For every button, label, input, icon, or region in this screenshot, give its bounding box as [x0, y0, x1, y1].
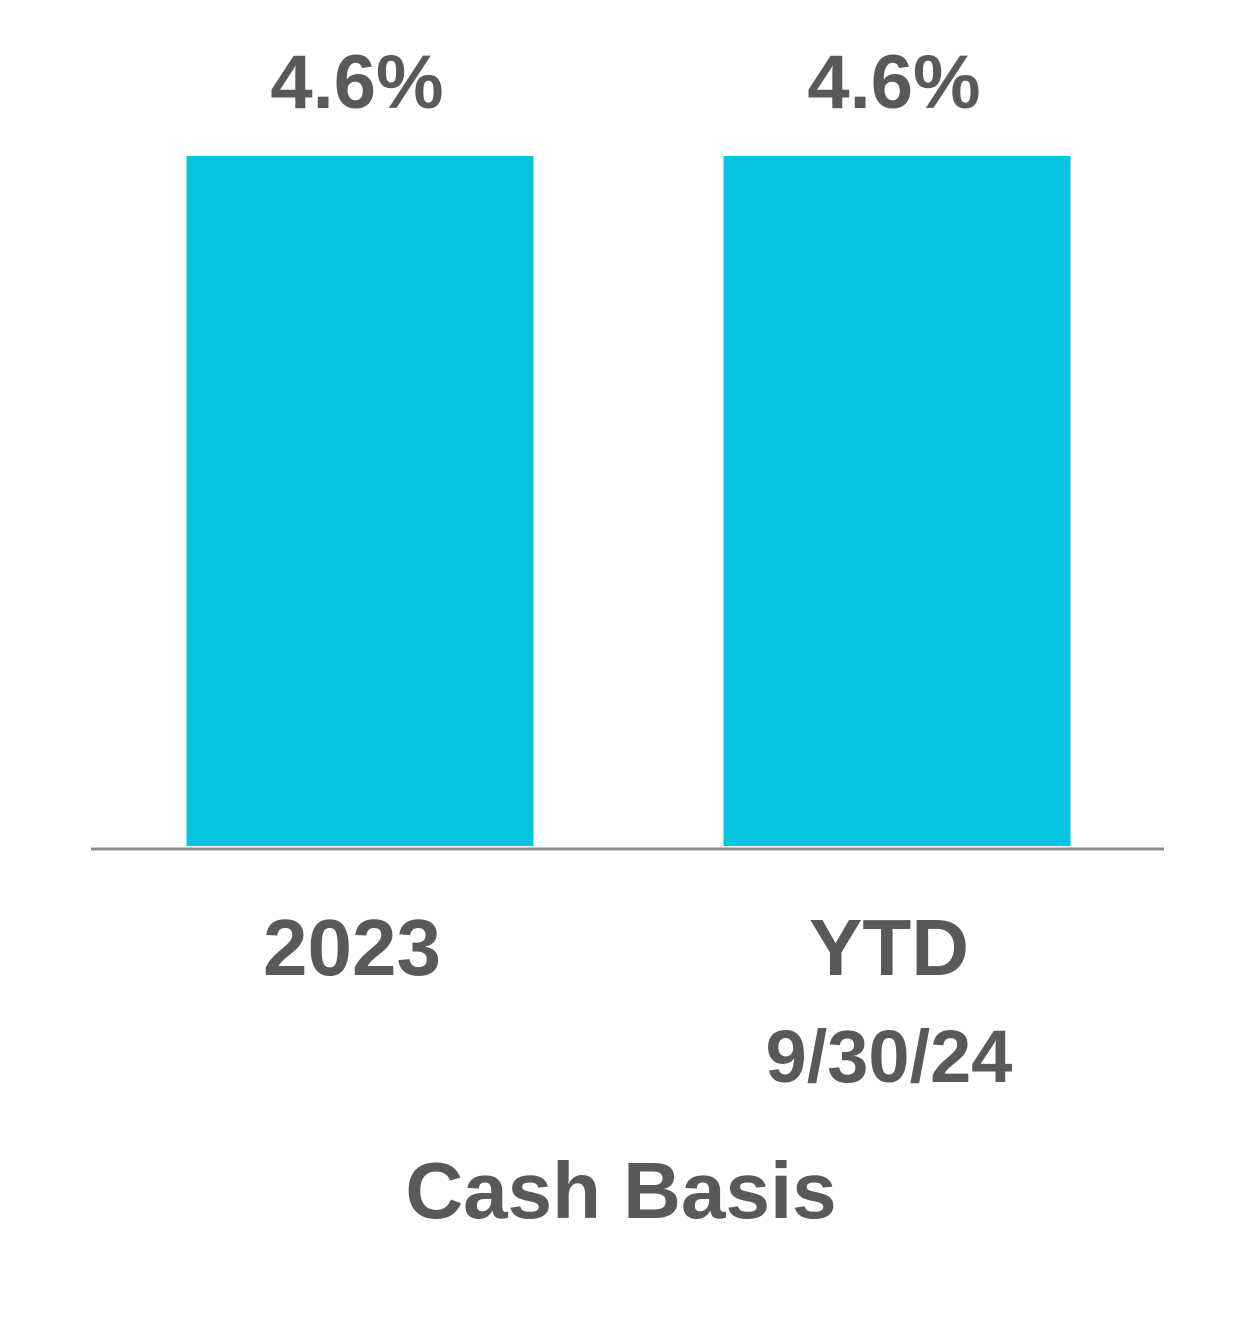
data-label-0: 4.6% [270, 40, 443, 125]
bar-0 [186, 156, 534, 846]
x-axis-title: Cash Basis [405, 1146, 836, 1235]
data-label-1: 4.6% [807, 40, 980, 125]
category-label-1-1: 9/30/24 [766, 1015, 1013, 1098]
category-label-0-0: 2023 [263, 903, 441, 992]
bar-1 [723, 156, 1071, 846]
category-label-1-0: YTD [809, 903, 969, 992]
